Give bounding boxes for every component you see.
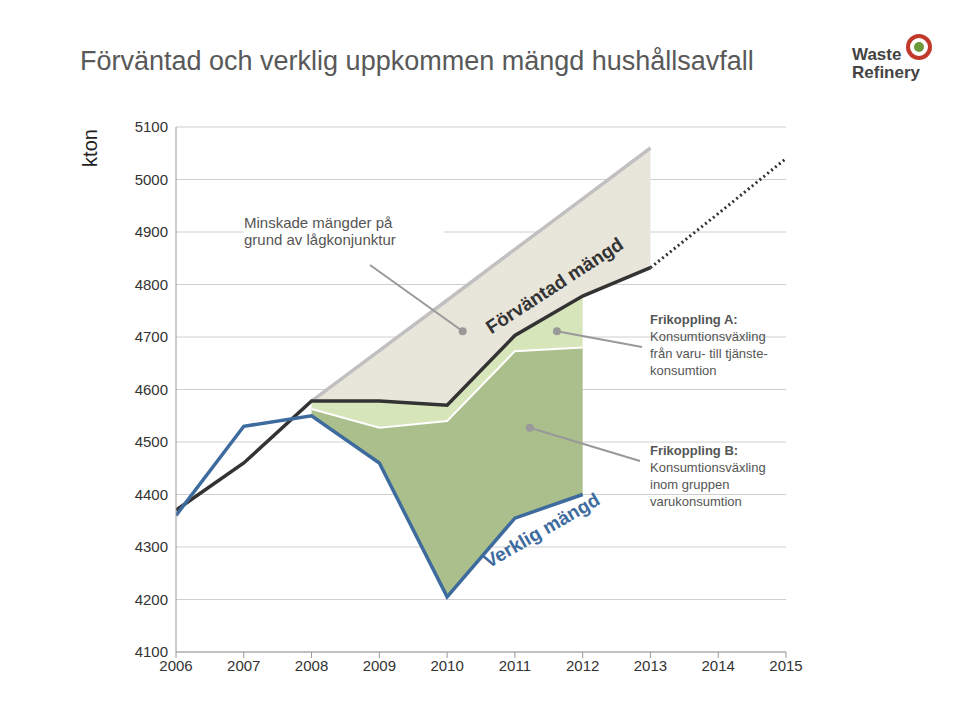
html-text:konsumtion: konsumtion [650, 363, 717, 378]
svg-text:Förväntad mängd: Förväntad mängd [482, 233, 627, 337]
svg-text:4500: 4500 [135, 433, 168, 450]
svg-text:Förväntad och verklig uppkomme: Förväntad och verklig uppkommen mängd hu… [80, 46, 754, 76]
svg-text:4100: 4100 [135, 643, 168, 660]
svg-text:2014: 2014 [702, 657, 735, 674]
svg-text:4600: 4600 [135, 381, 168, 398]
svg-text:2007: 2007 [227, 657, 260, 674]
html-text:Minskade mängder på: Minskade mängder på [244, 214, 393, 231]
svg-text:4800: 4800 [135, 276, 168, 293]
html-text:Konsumtionsväxling: Konsumtionsväxling [650, 460, 766, 475]
svg-text:2015: 2015 [769, 657, 802, 674]
svg-text:2012: 2012 [566, 657, 599, 674]
svg-text:5100: 5100 [135, 118, 168, 135]
svg-text:4300: 4300 [135, 538, 168, 555]
svg-text:4400: 4400 [135, 486, 168, 503]
svg-text:2011: 2011 [499, 657, 531, 674]
svg-text:2010: 2010 [430, 657, 463, 674]
svg-text:4900: 4900 [135, 223, 168, 240]
svg-text:2009: 2009 [363, 657, 396, 674]
html-text:grund av lågkonjunktur: grund av lågkonjunktur [244, 231, 396, 248]
svg-text:2013: 2013 [634, 657, 667, 674]
html-text:från varu- till tjänste-: från varu- till tjänste- [650, 346, 768, 361]
html-text:Konsumtionsväxling: Konsumtionsväxling [650, 329, 766, 344]
svg-text:Refinery: Refinery [852, 63, 921, 82]
html-text:inom gruppen: inom gruppen [650, 477, 730, 492]
svg-text:Waste: Waste [852, 45, 901, 64]
svg-text:2008: 2008 [295, 657, 328, 674]
html-text:varukonsumtion: varukonsumtion [650, 494, 742, 509]
svg-text:4700: 4700 [135, 328, 168, 345]
svg-text:2006: 2006 [159, 656, 193, 674]
html-text:Frikoppling B:: Frikoppling B: [650, 443, 739, 458]
svg-text:Verklig mängd: Verklig mängd [480, 489, 603, 572]
svg-text:4200: 4200 [135, 591, 168, 608]
html-text:Frikoppling A:: Frikoppling A: [650, 312, 738, 327]
svg-text:kton: kton [79, 129, 101, 167]
svg-text:5000: 5000 [135, 171, 168, 188]
